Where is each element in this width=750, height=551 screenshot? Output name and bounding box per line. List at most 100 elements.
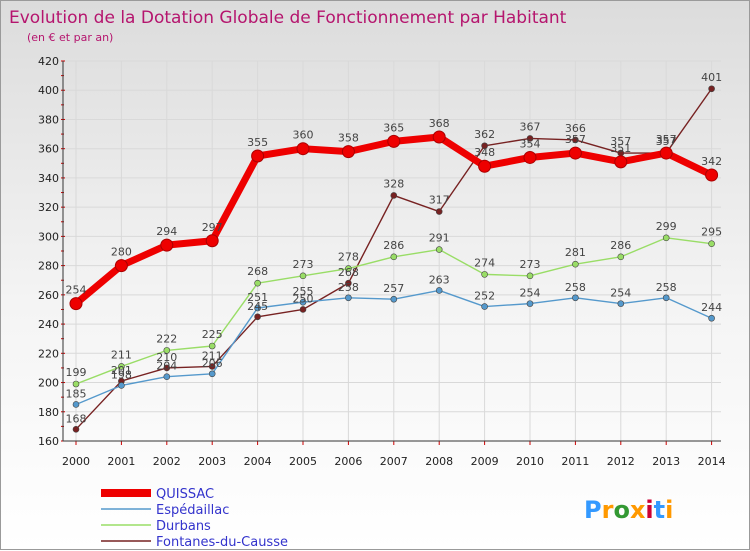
- data-point: [617, 300, 625, 307]
- data-label: 355: [247, 136, 268, 149]
- y-tick-label: 180: [38, 406, 59, 419]
- data-label: 294: [156, 225, 177, 238]
- data-label: 263: [429, 273, 450, 286]
- data-point: [481, 271, 488, 278]
- x-tick-label: 2001: [107, 455, 135, 468]
- data-point: [526, 272, 534, 280]
- data-point: [526, 300, 534, 307]
- data-label: 299: [656, 220, 677, 233]
- data-label: 360: [293, 129, 314, 142]
- data-label: 225: [202, 328, 223, 341]
- data-point: [208, 363, 216, 370]
- chart-title: Evolution de la Dotation Globale de Fonc…: [9, 8, 567, 28]
- data-label: 168: [66, 412, 87, 425]
- data-label: 204: [156, 360, 177, 373]
- data-label: 317: [429, 194, 450, 207]
- data-point: [163, 373, 171, 380]
- y-tick-label: 200: [38, 377, 59, 390]
- y-tick-label: 380: [38, 113, 59, 126]
- x-tick-label: 2007: [380, 455, 408, 468]
- y-tick-label: 300: [38, 230, 59, 243]
- data-point: [708, 314, 715, 322]
- data-label: 268: [338, 266, 359, 279]
- data-point: [254, 279, 261, 287]
- data-point: [296, 142, 310, 156]
- y-tick-label: 320: [38, 201, 59, 214]
- data-label: 185: [66, 387, 87, 400]
- x-tick-label: 2002: [153, 455, 181, 468]
- data-label: 201: [111, 364, 132, 377]
- data-point: [659, 146, 673, 160]
- data-point: [568, 146, 582, 160]
- data-label: 258: [656, 281, 677, 294]
- data-point: [572, 294, 579, 302]
- data-label: 244: [701, 301, 722, 314]
- data-point: [435, 287, 443, 294]
- data-label: 268: [247, 265, 268, 278]
- data-point: [390, 295, 398, 303]
- x-tick-label: 2012: [607, 455, 635, 468]
- data-point: [163, 364, 171, 372]
- data-label: 254: [610, 287, 631, 300]
- y-tick-label: 360: [38, 143, 59, 156]
- x-tick-label: 2008: [425, 455, 453, 468]
- y-tick-label: 280: [38, 260, 59, 273]
- data-point: [390, 253, 398, 261]
- data-label: 250: [293, 292, 314, 305]
- data-label: 199: [66, 366, 87, 379]
- y-tick-label: 260: [38, 289, 59, 302]
- data-label: 254: [66, 284, 87, 297]
- data-label: 354: [520, 137, 541, 150]
- data-label: 206: [202, 357, 223, 370]
- y-tick-label: 400: [38, 84, 59, 97]
- data-label: 401: [701, 71, 722, 84]
- data-point: [345, 279, 352, 287]
- logo-text: Proxiti: [584, 496, 673, 524]
- data-label: 251: [247, 291, 268, 304]
- data-label: 366: [565, 122, 586, 135]
- data-label: 281: [565, 246, 586, 259]
- x-tick-label: 2000: [62, 455, 90, 468]
- data-point: [387, 134, 401, 148]
- data-label: 297: [202, 221, 223, 234]
- data-point: [478, 159, 492, 173]
- data-label: 348: [474, 146, 495, 159]
- data-point: [251, 149, 265, 163]
- data-label: 357: [656, 135, 677, 148]
- x-tick-label: 2003: [198, 455, 226, 468]
- data-label: 368: [429, 117, 450, 130]
- data-point: [526, 135, 534, 142]
- data-label: 291: [429, 232, 450, 245]
- data-label: 286: [610, 239, 631, 252]
- data-point: [435, 208, 443, 215]
- y-tick-label: 340: [38, 172, 59, 185]
- x-tick-label: 2009: [471, 455, 499, 468]
- data-label: 357: [656, 133, 677, 146]
- data-label: 258: [565, 281, 586, 294]
- data-label: 358: [338, 132, 359, 145]
- data-point: [662, 294, 670, 302]
- data-point: [205, 234, 219, 248]
- x-tick-label: 2014: [698, 455, 726, 468]
- data-label: 367: [520, 120, 541, 133]
- data-point: [705, 168, 719, 182]
- data-point: [345, 265, 352, 272]
- x-tick-label: 2010: [516, 455, 544, 468]
- x-tick-label: 2005: [289, 455, 317, 468]
- data-point: [299, 306, 307, 313]
- data-label: 357: [610, 135, 631, 148]
- data-point: [390, 192, 398, 199]
- data-point: [163, 347, 171, 354]
- data-label: 280: [111, 246, 132, 259]
- data-point: [341, 145, 355, 159]
- data-label: 255: [293, 285, 314, 298]
- data-point: [118, 363, 125, 370]
- data-label: 254: [520, 287, 541, 300]
- data-point: [435, 246, 443, 253]
- data-label: 351: [610, 142, 631, 155]
- x-tick-label: 2013: [652, 455, 680, 468]
- data-point: [481, 142, 488, 150]
- data-label: 211: [111, 348, 132, 361]
